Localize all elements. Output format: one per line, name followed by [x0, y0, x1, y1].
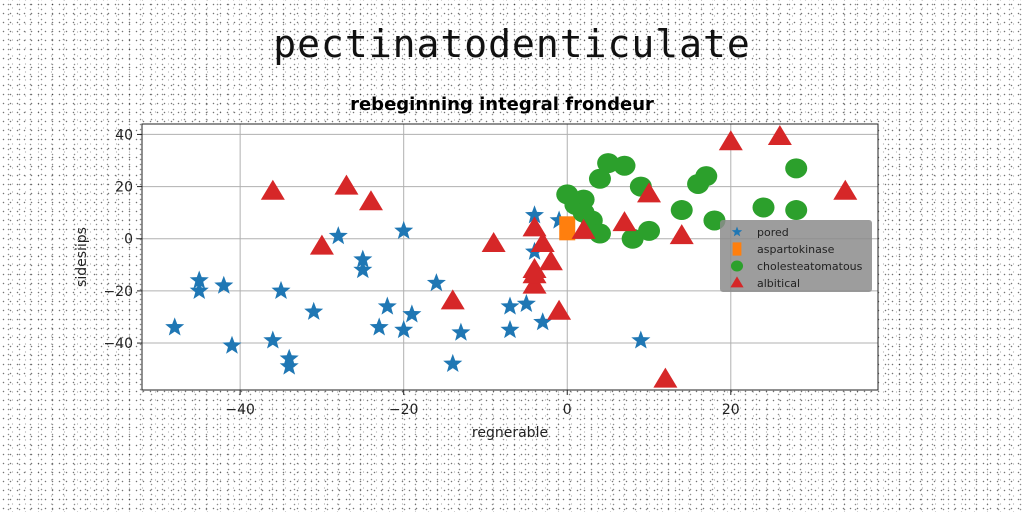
x-axis-title: regnerable: [472, 425, 548, 441]
y-tick-label: 20: [115, 180, 133, 196]
y-axis-title: sidesiips: [74, 227, 90, 287]
y-tick-label: 40: [115, 127, 133, 143]
star-point-pored: [353, 260, 373, 279]
triangle-point-albitical: [309, 234, 334, 255]
triangle-point-albitical: [767, 125, 792, 146]
x-tick-label: 0: [563, 402, 572, 418]
triangle-point-albitical: [669, 224, 694, 245]
triangle-point-albitical: [334, 174, 359, 195]
star-point-pored: [189, 270, 209, 289]
legend-marker-pored: [731, 226, 743, 237]
x-tick-label: −20: [389, 402, 419, 418]
circle-point-cholesteatomatous: [752, 197, 775, 218]
star-point-pored: [377, 296, 397, 315]
legend-label-aspartokinase: aspartokinase: [757, 243, 835, 256]
star-point-pored: [165, 317, 185, 336]
triangle-point-albitical: [547, 299, 572, 320]
triangle-point-albitical: [522, 273, 547, 294]
triangle-point-albitical: [538, 250, 563, 271]
triangle-point-albitical: [358, 190, 383, 211]
star-point-pored: [525, 205, 544, 224]
star-point-pored: [516, 293, 536, 312]
figure-suptitle: pectinatodenticulate: [273, 22, 751, 66]
triangle-point-albitical: [718, 130, 743, 151]
star-point-pored: [394, 220, 414, 239]
star-point-pored: [394, 320, 414, 339]
y-tick-label: 0: [124, 232, 133, 248]
star-point-pored: [304, 301, 324, 320]
circle-point-cholesteatomatous: [588, 168, 611, 189]
legend-marker-cholesteatomatous: [730, 260, 744, 272]
plot-frame: [141, 123, 879, 391]
star-point-pored: [263, 330, 283, 349]
circle-point-cholesteatomatous: [597, 153, 620, 174]
chart-title: rebeginning integral frondeur: [350, 94, 654, 115]
triangle-point-albitical: [530, 231, 555, 252]
triangle-point-albitical: [833, 179, 858, 200]
star-point-pored: [500, 296, 520, 315]
legend-label-pored: pored: [757, 226, 789, 239]
star-point-pored: [549, 210, 569, 229]
triangle-point-albitical: [653, 367, 678, 388]
star-point-pored: [533, 312, 553, 331]
y-tick-label: −20: [103, 284, 133, 300]
circle-point-cholesteatomatous: [621, 228, 644, 249]
circle-point-cholesteatomatous: [695, 166, 718, 187]
star-point-pored: [500, 320, 520, 339]
triangle-point-albitical: [522, 216, 547, 237]
star-point-pored: [353, 249, 373, 268]
square-point-aspartokinase: [559, 216, 576, 241]
legend-box: [720, 220, 872, 292]
circle-point-cholesteatomatous: [785, 200, 808, 221]
triangle-point-albitical: [571, 218, 596, 239]
star-point-pored: [328, 226, 348, 245]
legend-label-cholesteatomatous: cholesteatomatous: [757, 260, 863, 273]
star-point-pored: [451, 322, 471, 341]
star-point-pored: [279, 356, 299, 375]
star-point-pored: [426, 273, 446, 292]
star-point-pored: [271, 280, 291, 299]
circle-point-cholesteatomatous: [638, 220, 661, 241]
star-point-pored: [402, 304, 422, 323]
star-point-pored: [631, 330, 651, 349]
circle-point-cholesteatomatous: [785, 158, 808, 179]
triangle-point-albitical: [440, 289, 465, 310]
star-point-pored: [214, 275, 234, 294]
star-point-pored: [369, 317, 389, 336]
legend-marker-albitical: [730, 276, 744, 288]
data-marks: [165, 125, 858, 388]
triangle-point-albitical: [260, 179, 285, 200]
legend: pored aspartokinase cholesteatomatous albit…: [720, 220, 872, 292]
legend-marker-aspartokinase: [732, 242, 742, 256]
x-tick-label: 20: [722, 402, 740, 418]
circle-point-cholesteatomatous: [703, 210, 726, 231]
triangle-point-albitical: [612, 211, 637, 232]
triangle-point-albitical: [481, 231, 506, 252]
circle-point-cholesteatomatous: [613, 155, 636, 176]
triangle-point-albitical: [637, 182, 662, 203]
legend-label-albitical: albitical: [757, 277, 800, 290]
star-point-pored: [443, 353, 463, 372]
x-tick-label: −40: [225, 402, 255, 418]
star-point-pored: [222, 335, 242, 354]
triangle-point-albitical: [522, 263, 547, 284]
star-point-pored: [189, 280, 209, 299]
axis-ticks: −40 −20 0 20 −40 −20 0 20 40: [103, 127, 739, 418]
y-tick-label: −40: [103, 336, 133, 352]
circle-point-cholesteatomatous: [670, 200, 693, 221]
